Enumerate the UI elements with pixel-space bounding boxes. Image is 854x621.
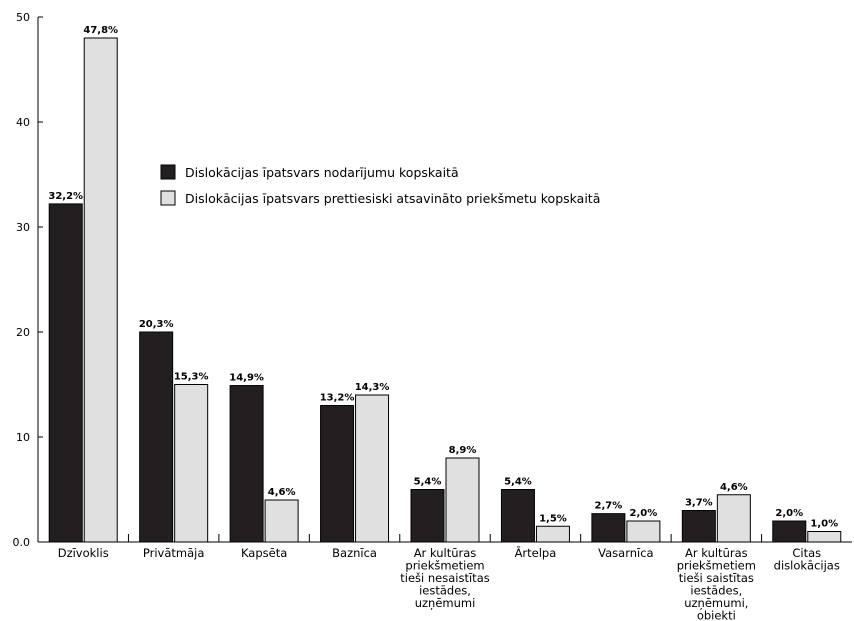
data-label: 4,6% xyxy=(720,482,748,493)
data-label: 1,5% xyxy=(539,513,567,524)
bar-series-2 xyxy=(535,525,570,543)
bar-series-1 xyxy=(772,520,807,543)
category-label: Kapsēta xyxy=(241,546,287,560)
data-label: 14,9% xyxy=(229,373,264,384)
bar-series-2 xyxy=(355,394,390,543)
legend-swatch xyxy=(160,190,176,206)
data-label: 1,0% xyxy=(810,519,838,530)
data-label: 2,0% xyxy=(630,508,658,519)
data-label: 5,4% xyxy=(504,477,532,488)
data-label: 5,4% xyxy=(414,477,442,488)
data-label: 47,8% xyxy=(83,25,118,36)
category-label: Vasarnīca xyxy=(598,546,653,560)
data-label: 2,7% xyxy=(595,501,623,512)
bar-series-1 xyxy=(229,385,264,543)
category-label: Privātmāja xyxy=(143,546,205,560)
data-label: 32,2% xyxy=(48,191,83,202)
bar-series-1 xyxy=(500,489,535,543)
category-label: Ar kultūras priekšmetiem tieši nesaistītas… xyxy=(400,546,489,610)
bar-series-2 xyxy=(626,520,661,543)
bar-series-1 xyxy=(320,405,355,543)
chart-legend: Dislokācijas īpatsvars nodarījumu kopska… xyxy=(160,164,600,206)
bar-series-2 xyxy=(83,37,118,543)
chart-data-labels: 32,2% 47,8% 20,3% 15,3% 14,9% 4,6% 13,2%14,3% 5… xyxy=(48,25,838,530)
data-label: 15,3% xyxy=(174,372,209,383)
bar-series-2 xyxy=(264,499,299,543)
bar-series-1 xyxy=(591,513,626,543)
y-tick-label: 50 xyxy=(16,11,30,24)
y-tick-label: 40 xyxy=(16,116,30,129)
bar-series-2 xyxy=(807,531,842,543)
data-label: 3,7% xyxy=(685,498,713,509)
bar-series-1 xyxy=(48,203,83,543)
x-axis-categories: Dzīvoklis Privātmāja Kapsēta Baznīca Ar kult… xyxy=(58,546,840,621)
bar-series-1 xyxy=(681,510,716,543)
category-label: Ārtelpa xyxy=(515,546,557,560)
legend-swatch xyxy=(160,164,176,180)
y-tick-label: 20 xyxy=(16,326,30,339)
bar-series-2 xyxy=(445,457,480,543)
category-label: Dzīvoklis xyxy=(58,546,109,560)
legend-label: Dislokācijas īpatsvars prettiesiski atsa… xyxy=(185,191,600,206)
category-label: Citas dislokācijas xyxy=(774,546,840,573)
legend-label: Dislokācijas īpatsvars nodarījumu kopska… xyxy=(185,165,459,180)
bar-series-1 xyxy=(139,331,174,543)
data-label: 14,3% xyxy=(355,382,390,393)
y-axis-ticks: 0.0 10 20 30 40 50 xyxy=(13,11,43,549)
bar-series-1 xyxy=(410,489,445,543)
data-label: 13,2% xyxy=(320,393,355,404)
data-label: 2,0% xyxy=(775,508,803,519)
y-tick-label: 0.0 xyxy=(13,536,31,549)
data-label: 8,9% xyxy=(449,445,477,456)
bar-series-2 xyxy=(174,384,209,543)
y-tick-label: 30 xyxy=(16,221,30,234)
bar-series-2 xyxy=(716,494,751,543)
chart-bars xyxy=(48,37,842,543)
category-label: Ar kultūras priekšmetiem tieši saistītas ie… xyxy=(677,546,756,621)
y-tick-label: 10 xyxy=(16,431,30,444)
chart-axes xyxy=(37,17,852,543)
data-label: 4,6% xyxy=(268,487,296,498)
category-label: Baznīca xyxy=(332,546,377,560)
data-label: 20,3% xyxy=(139,319,174,330)
